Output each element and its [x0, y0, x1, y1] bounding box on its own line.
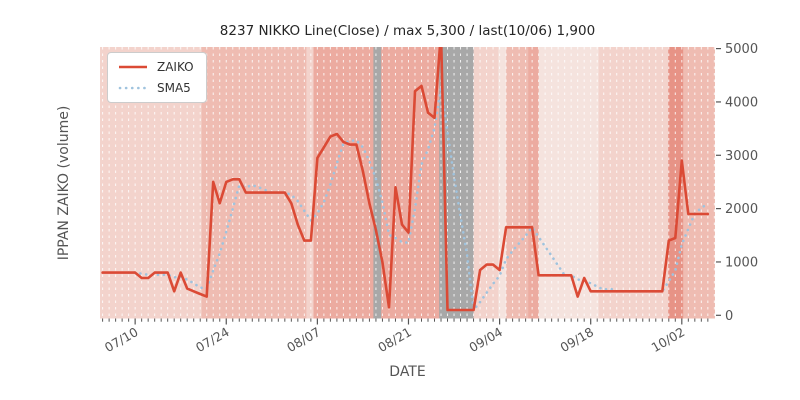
zaiko-line	[101, 47, 710, 312]
zaiko-line-sample-icon	[119, 65, 147, 69]
y-tick-label: 5000	[725, 42, 758, 57]
x-ticks	[102, 318, 709, 325]
x-tick-label: 09/18	[557, 324, 596, 355]
legend-label-sma5: SMA5	[157, 81, 191, 95]
sma5-line	[127, 87, 710, 314]
y-tick-label: 1000	[725, 255, 758, 270]
series-lines	[101, 47, 710, 314]
legend-entry-sma5: SMA5	[118, 81, 194, 95]
y-tick-label: 2000	[725, 202, 758, 217]
chart-title: 8237 NIKKO Line(Close) / max 5,300 / las…	[219, 23, 596, 39]
legend-label-zaiko: ZAIKO	[157, 60, 194, 74]
x-tick-label: 08/07	[284, 324, 323, 355]
x-axis-label: DATE	[389, 364, 426, 380]
y-tick-label: 0	[725, 309, 733, 324]
y-axis-label: IPPAN ZAIKO (volume)	[56, 105, 72, 261]
legend-entry-zaiko: ZAIKO	[118, 60, 194, 74]
x-tick-label: 09/04	[466, 324, 505, 355]
x-tick-labels: 07/10 07/24 08/07 08/21 09/04 09/18 10/02	[102, 324, 687, 355]
legend: ZAIKO SMA5	[107, 52, 207, 103]
y-tick-label: 3000	[725, 149, 758, 164]
x-tick-label: 10/02	[649, 324, 688, 355]
sma5-line-sample-icon	[118, 86, 148, 90]
y-ticks: 0 1000 2000 3000 4000 5000	[716, 42, 758, 324]
x-tick-label: 08/21	[375, 324, 414, 355]
x-tick-label: 07/10	[102, 324, 141, 355]
x-tick-label: 07/24	[193, 324, 232, 355]
y-tick-label: 4000	[725, 95, 758, 110]
